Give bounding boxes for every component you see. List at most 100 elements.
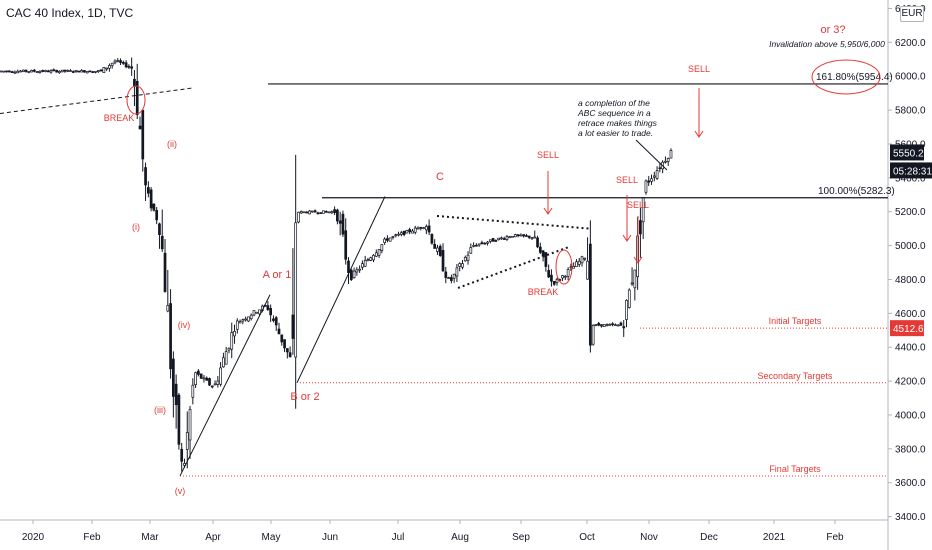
candle: [249, 314, 253, 320]
candle: [230, 332, 234, 350]
wave-a-line[interactable]: [179, 294, 271, 477]
candle: [444, 271, 448, 278]
dashed-trendline[interactable]: [0, 87, 193, 114]
price-tick-label: 5400.0: [895, 173, 926, 184]
candle: [2, 70, 6, 73]
time-tick-label: Dec: [700, 532, 718, 543]
candle: [369, 257, 373, 261]
countdown-tag[interactable]: [890, 162, 932, 179]
candle: [172, 358, 175, 397]
candle: [185, 432, 189, 450]
low-price-tag[interactable]: [890, 320, 924, 337]
candle: [224, 351, 228, 365]
candle: [616, 324, 620, 327]
candle: [508, 236, 512, 239]
candle: [586, 260, 589, 280]
candle: [108, 65, 111, 69]
candle: [163, 252, 167, 292]
candle: [538, 246, 542, 253]
candle: [208, 378, 211, 386]
candle: [21, 69, 25, 73]
candle: [377, 249, 381, 256]
candle: [555, 278, 559, 283]
target-label: Initial Targets: [769, 316, 822, 326]
currency-badge[interactable]: EUR: [900, 6, 924, 22]
note-line: ABC sequence in a: [577, 108, 651, 118]
candle: [149, 189, 153, 209]
price-tick-label: 4800.0: [895, 275, 926, 286]
candle: [472, 245, 475, 247]
price-tick-label: 4600.0: [895, 309, 926, 320]
candle: [394, 234, 398, 237]
candle: [652, 175, 656, 178]
candle: [575, 261, 578, 267]
break-circle[interactable]: [126, 85, 146, 115]
candle: [285, 348, 289, 353]
candle: [363, 260, 367, 267]
candle: [500, 237, 503, 240]
wave-c-line[interactable]: [296, 196, 386, 384]
candle: [247, 316, 250, 322]
candle: [96, 70, 100, 72]
candle: [83, 70, 86, 73]
candle: [477, 243, 481, 246]
candle: [74, 70, 78, 72]
candle: [291, 314, 295, 339]
candle: [589, 243, 592, 346]
candle: [297, 211, 300, 223]
candle: [608, 324, 612, 326]
break-label: BREAK: [104, 113, 135, 123]
price-tick-label: 6000.0: [895, 72, 926, 83]
candle: [430, 233, 434, 244]
triangle-upper[interactable]: [436, 214, 591, 230]
target-label: Final Targets: [769, 464, 821, 474]
note-pointer: [635, 139, 668, 171]
candle: [361, 263, 364, 268]
candle: [199, 373, 203, 379]
candle: [13, 71, 17, 74]
candle: [124, 62, 128, 68]
candle: [627, 289, 631, 308]
candle: [655, 170, 659, 179]
wave-label: A or 1: [263, 269, 292, 281]
candle: [202, 377, 206, 380]
candle: [455, 267, 459, 277]
break-circle[interactable]: [555, 249, 573, 285]
candle: [113, 60, 117, 64]
break-label: BREAK: [528, 287, 559, 297]
candle: [480, 242, 484, 244]
sell-label: SELL: [616, 175, 638, 185]
candle: [252, 310, 256, 316]
price-tick-label: 4400.0: [895, 343, 926, 354]
candle: [619, 322, 623, 326]
candle: [341, 213, 345, 235]
or3-label: or 3?: [820, 24, 845, 36]
candle: [33, 69, 36, 72]
sell-arrow-head: [633, 256, 643, 264]
last-price-tag[interactable]: [890, 144, 924, 161]
candle: [513, 234, 517, 238]
candle: [316, 212, 320, 215]
candle: [283, 339, 286, 349]
candle: [130, 66, 134, 69]
candle: [580, 256, 584, 264]
time-tick-label: Nov: [640, 532, 658, 543]
candle: [305, 211, 309, 214]
candle: [274, 317, 278, 326]
price-tick-label: 5200.0: [895, 207, 926, 218]
candle: [644, 180, 648, 193]
candle: [327, 211, 331, 214]
fib-level-label: 100.00%(5282.3): [818, 186, 895, 197]
candle: [155, 210, 159, 221]
candle: [502, 238, 506, 240]
candle: [566, 269, 570, 277]
candle: [380, 244, 384, 251]
candle: [272, 318, 275, 321]
fib-circle[interactable]: [811, 59, 881, 95]
candle: [102, 67, 106, 73]
candle: [333, 209, 336, 213]
candle: [463, 257, 467, 262]
candle: [94, 70, 97, 73]
time-tick-label: Sep: [512, 532, 530, 543]
